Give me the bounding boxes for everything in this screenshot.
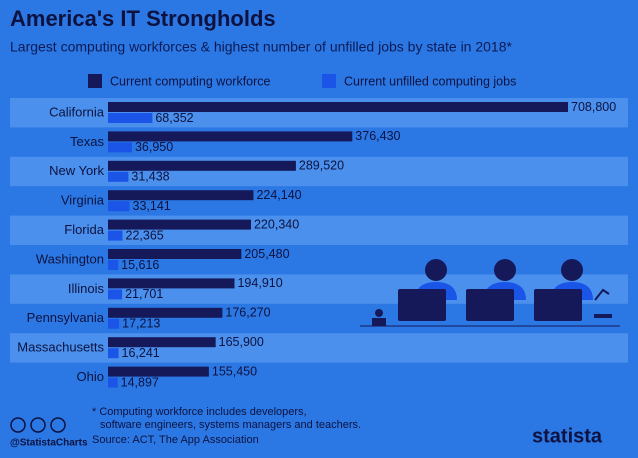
- value-label: 205,480: [244, 247, 289, 261]
- bar: [108, 348, 119, 359]
- footnote: * Computing workforce includes developer…: [92, 406, 307, 418]
- value-label: 220,340: [254, 217, 299, 231]
- value-label: 194,910: [237, 276, 282, 290]
- y-tick-label: Ohio: [77, 369, 104, 384]
- bar: [108, 131, 353, 142]
- value-label: 16,241: [122, 346, 160, 360]
- y-tick-label: New York: [49, 163, 104, 178]
- y-tick-label: Massachusetts: [17, 340, 104, 355]
- bar: [108, 102, 568, 112]
- bar: [108, 366, 209, 377]
- y-tick-label: Illinois: [68, 281, 105, 296]
- bar: [108, 377, 118, 388]
- value-label: 31,438: [131, 170, 169, 184]
- legend-label: Current computing workforce: [110, 74, 271, 88]
- value-label: 36,950: [135, 140, 173, 154]
- value-label: 21,701: [125, 287, 163, 301]
- y-tick-label: Washington: [36, 251, 104, 266]
- bar: [108, 289, 123, 300]
- credit: @StatistaCharts: [10, 438, 88, 449]
- source: Source: ACT, The App Association: [92, 434, 259, 446]
- value-label: 22,365: [126, 228, 164, 242]
- footnote: software engineers, systems managers and…: [100, 419, 361, 431]
- value-label: 155,450: [212, 364, 257, 378]
- legend-swatch: [88, 74, 102, 88]
- value-label: 68,352: [155, 111, 193, 125]
- chart-title: America's IT Strongholds: [10, 6, 276, 31]
- value-label: 17,213: [122, 317, 160, 331]
- value-label: 165,900: [219, 335, 264, 349]
- bar: [108, 307, 223, 318]
- y-tick-label: Texas: [70, 134, 104, 149]
- bar: [108, 160, 296, 171]
- value-label: 14,897: [121, 375, 159, 389]
- bar: [108, 278, 235, 289]
- value-label: 15,616: [121, 258, 159, 272]
- chart-subtitle: Largest computing workforces & highest n…: [10, 39, 513, 55]
- plot: Current computing workforce Current unfil…: [10, 74, 628, 389]
- license-icons: [10, 417, 66, 433]
- brand: statista: [532, 425, 603, 447]
- bar: [108, 142, 132, 153]
- bar: [108, 190, 254, 201]
- bar: [108, 318, 120, 329]
- illustration: [360, 259, 620, 327]
- bar: [108, 337, 216, 348]
- value-label: 376,430: [355, 129, 400, 143]
- value-label: 33,141: [133, 199, 171, 213]
- bar: [108, 249, 242, 259]
- legend-label: Current unfilled computing jobs: [344, 74, 516, 88]
- bar: [108, 230, 123, 241]
- value-label: 224,140: [256, 188, 301, 202]
- bar: [108, 219, 251, 230]
- y-tick-label: Florida: [64, 222, 105, 237]
- bar: [108, 113, 153, 123]
- bar: [108, 201, 130, 212]
- y-tick-label: Pennsylvania: [27, 310, 105, 325]
- value-label: 289,520: [299, 159, 344, 173]
- y-tick-label: Virginia: [61, 193, 105, 208]
- legend-swatch: [322, 74, 336, 88]
- value-label: 708,800: [571, 100, 616, 114]
- value-label: 176,270: [225, 306, 270, 320]
- y-tick-label: California: [49, 104, 105, 119]
- bar: [108, 260, 119, 270]
- bar: [108, 171, 129, 182]
